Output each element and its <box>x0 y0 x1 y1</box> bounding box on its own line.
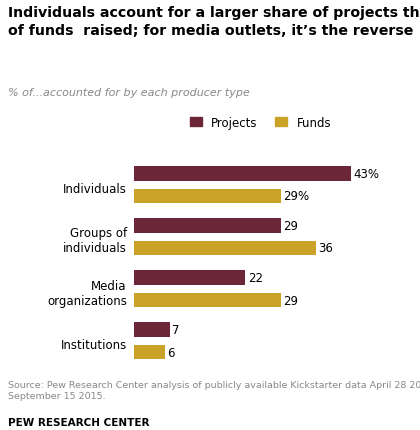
Text: Groups of
individuals: Groups of individuals <box>63 227 127 255</box>
Text: 29%: 29% <box>283 190 309 203</box>
Bar <box>134 323 170 337</box>
Bar <box>134 167 351 181</box>
Text: Media
organizations: Media organizations <box>47 279 127 307</box>
Bar <box>134 189 281 204</box>
Text: Source: Pew Research Center analysis of publicly available Kickstarter data Apri: Source: Pew Research Center analysis of … <box>8 381 420 400</box>
Text: 7: 7 <box>172 323 180 337</box>
Text: Individuals account for a larger share of projects than
of funds  raised; for me: Individuals account for a larger share o… <box>8 6 420 38</box>
Text: 22: 22 <box>248 271 263 285</box>
Text: 43%: 43% <box>354 168 380 181</box>
Text: 29: 29 <box>283 220 298 233</box>
Bar <box>134 241 316 256</box>
Bar <box>134 219 281 233</box>
Text: PEW RESEARCH CENTER: PEW RESEARCH CENTER <box>8 417 150 427</box>
Bar <box>134 345 165 359</box>
Text: % of...accounted for by each producer type: % of...accounted for by each producer ty… <box>8 88 250 98</box>
Legend: Projects, Funds: Projects, Funds <box>185 112 336 134</box>
Text: 29: 29 <box>283 294 298 307</box>
Text: 36: 36 <box>318 242 333 255</box>
Text: Institutions: Institutions <box>60 338 127 351</box>
Text: Individuals: Individuals <box>63 182 127 195</box>
Bar <box>134 293 281 307</box>
Bar <box>134 271 245 285</box>
Text: 6: 6 <box>167 346 175 359</box>
